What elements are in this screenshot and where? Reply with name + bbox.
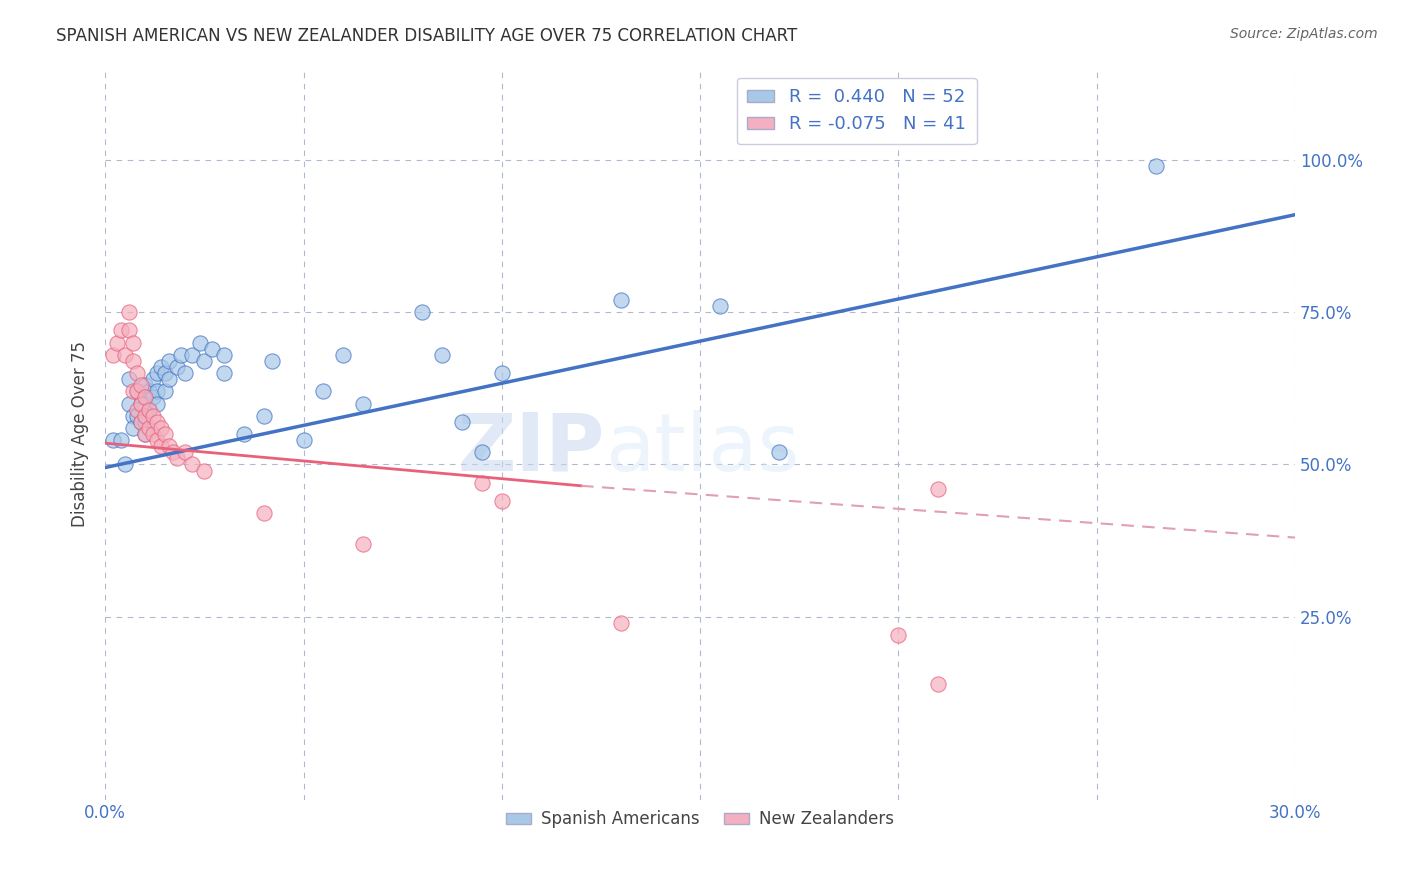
Point — [471, 445, 494, 459]
Text: Source: ZipAtlas.com: Source: ZipAtlas.com — [1230, 27, 1378, 41]
Point — [129, 396, 152, 410]
Point — [129, 415, 152, 429]
Point — [149, 359, 172, 374]
Point — [166, 451, 188, 466]
Legend: Spanish Americans, New Zealanders: Spanish Americans, New Zealanders — [499, 804, 901, 835]
Point — [138, 384, 160, 399]
Point — [125, 366, 148, 380]
Point — [122, 421, 145, 435]
Point — [491, 366, 513, 380]
Point — [411, 305, 433, 319]
Point — [332, 348, 354, 362]
Point — [157, 439, 180, 453]
Text: atlas: atlas — [605, 409, 799, 488]
Point — [125, 384, 148, 399]
Point — [153, 384, 176, 399]
Point — [118, 372, 141, 386]
Point — [125, 402, 148, 417]
Point — [1144, 159, 1167, 173]
Point — [129, 378, 152, 392]
Point — [312, 384, 335, 399]
Point — [193, 464, 215, 478]
Point — [134, 409, 156, 423]
Point — [134, 427, 156, 442]
Text: SPANISH AMERICAN VS NEW ZEALANDER DISABILITY AGE OVER 75 CORRELATION CHART: SPANISH AMERICAN VS NEW ZEALANDER DISABI… — [56, 27, 797, 45]
Point — [149, 439, 172, 453]
Text: ZIP: ZIP — [458, 409, 605, 488]
Point — [471, 475, 494, 490]
Point — [292, 433, 315, 447]
Point — [138, 402, 160, 417]
Point — [887, 628, 910, 642]
Point — [134, 391, 156, 405]
Point — [134, 396, 156, 410]
Point — [212, 366, 235, 380]
Y-axis label: Disability Age Over 75: Disability Age Over 75 — [72, 341, 89, 527]
Point — [138, 402, 160, 417]
Point — [110, 323, 132, 337]
Point — [709, 299, 731, 313]
Point — [122, 335, 145, 350]
Point — [610, 293, 633, 307]
Point — [173, 366, 195, 380]
Point — [193, 354, 215, 368]
Point — [153, 366, 176, 380]
Point — [169, 348, 191, 362]
Point — [138, 421, 160, 435]
Point — [768, 445, 790, 459]
Point — [146, 415, 169, 429]
Point — [173, 445, 195, 459]
Point — [146, 433, 169, 447]
Point — [201, 342, 224, 356]
Point — [146, 396, 169, 410]
Point — [157, 354, 180, 368]
Point — [146, 384, 169, 399]
Point — [129, 415, 152, 429]
Point — [134, 415, 156, 429]
Point — [110, 433, 132, 447]
Point — [118, 305, 141, 319]
Point — [101, 433, 124, 447]
Point — [122, 384, 145, 399]
Point — [122, 409, 145, 423]
Point — [927, 677, 949, 691]
Point — [181, 348, 204, 362]
Point — [491, 494, 513, 508]
Point — [432, 348, 454, 362]
Point — [166, 359, 188, 374]
Point — [253, 506, 276, 520]
Point — [190, 335, 212, 350]
Point — [162, 445, 184, 459]
Point — [157, 372, 180, 386]
Point — [118, 396, 141, 410]
Point — [352, 396, 374, 410]
Point — [122, 354, 145, 368]
Point — [142, 409, 165, 423]
Point — [142, 427, 165, 442]
Point — [212, 348, 235, 362]
Point — [927, 482, 949, 496]
Point — [105, 335, 128, 350]
Point — [142, 372, 165, 386]
Point — [125, 384, 148, 399]
Point — [352, 536, 374, 550]
Point — [233, 427, 256, 442]
Point — [451, 415, 474, 429]
Point — [153, 427, 176, 442]
Point — [146, 366, 169, 380]
Point — [149, 421, 172, 435]
Point — [134, 427, 156, 442]
Point — [129, 396, 152, 410]
Point — [610, 615, 633, 630]
Point — [134, 378, 156, 392]
Point — [114, 348, 136, 362]
Point — [114, 458, 136, 472]
Point — [253, 409, 276, 423]
Point — [181, 458, 204, 472]
Point — [142, 391, 165, 405]
Point — [118, 323, 141, 337]
Point — [260, 354, 283, 368]
Point — [101, 348, 124, 362]
Point — [125, 409, 148, 423]
